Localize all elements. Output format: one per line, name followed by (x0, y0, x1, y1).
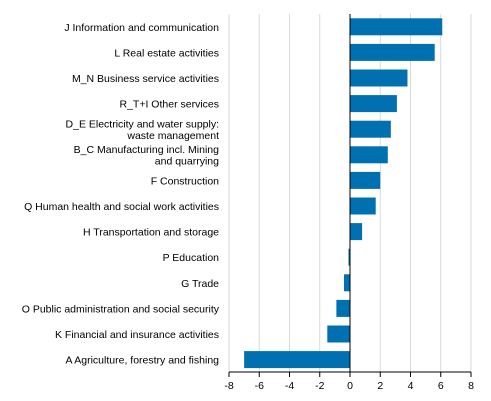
category-label-1: L Real estate activities (114, 47, 219, 59)
bar-5 (350, 146, 388, 164)
bar-12 (327, 325, 350, 343)
x-tick-label-8: 8 (468, 380, 474, 392)
category-label-13: A Agriculture, forestry and fishing (66, 355, 220, 367)
bar-2 (350, 69, 408, 87)
bar-8 (350, 223, 363, 241)
x-tick-label-3: -2 (315, 380, 324, 392)
x-tick-label-2: -4 (285, 380, 294, 392)
x-tick-label-0: -8 (224, 380, 233, 392)
bar-13 (244, 351, 350, 369)
bar-9 (348, 248, 350, 266)
category-labels: J Information and communication L Real es… (22, 22, 220, 367)
category-label-0: J Information and communication (64, 22, 219, 34)
bar-6 (350, 171, 381, 189)
bar-0 (350, 18, 443, 36)
x-axis: -8 -6 -4 -2 0 2 4 6 8 (224, 14, 474, 392)
x-tick-label-1: -6 (255, 380, 264, 392)
bar-7 (350, 197, 376, 215)
x-tick-label-6: 4 (408, 380, 414, 392)
category-label-2: M_N Business service activities (72, 73, 219, 85)
category-label-5: B_C Manufacturing incl. Mining and quarry… (74, 144, 219, 168)
category-label-12: K Financial and insurance activities (55, 329, 219, 341)
category-label-8: H Transportation and storage (83, 227, 219, 239)
bars (244, 18, 443, 369)
bar-3 (350, 95, 397, 113)
category-label-6: F Construction (151, 175, 219, 187)
category-label-3: R_T+I Other services (120, 99, 220, 111)
bar-1 (350, 43, 435, 61)
x-tick-label-7: 6 (438, 380, 444, 392)
bar-4 (350, 120, 391, 138)
bar-11 (336, 299, 350, 317)
category-label-4: D_E Electricity and water supply: waste m… (66, 118, 220, 142)
bar-10 (343, 274, 350, 292)
category-label-11: O Public administration and social secur… (22, 303, 220, 315)
x-tick-label-5: 2 (377, 380, 383, 392)
category-label-9: P Education (163, 252, 220, 264)
x-tick-label-4: 0 (347, 380, 353, 392)
category-label-10: G Trade (181, 278, 219, 290)
category-label-7: Q Human health and social work activitie… (24, 201, 219, 213)
